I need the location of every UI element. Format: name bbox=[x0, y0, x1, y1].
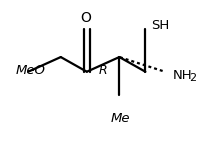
Text: 2: 2 bbox=[189, 73, 196, 83]
Text: MeO: MeO bbox=[15, 64, 45, 77]
Text: Me: Me bbox=[111, 112, 130, 125]
Text: R: R bbox=[99, 64, 107, 77]
Text: NH: NH bbox=[173, 69, 192, 82]
Text: SH: SH bbox=[151, 19, 169, 32]
Text: O: O bbox=[80, 11, 91, 25]
